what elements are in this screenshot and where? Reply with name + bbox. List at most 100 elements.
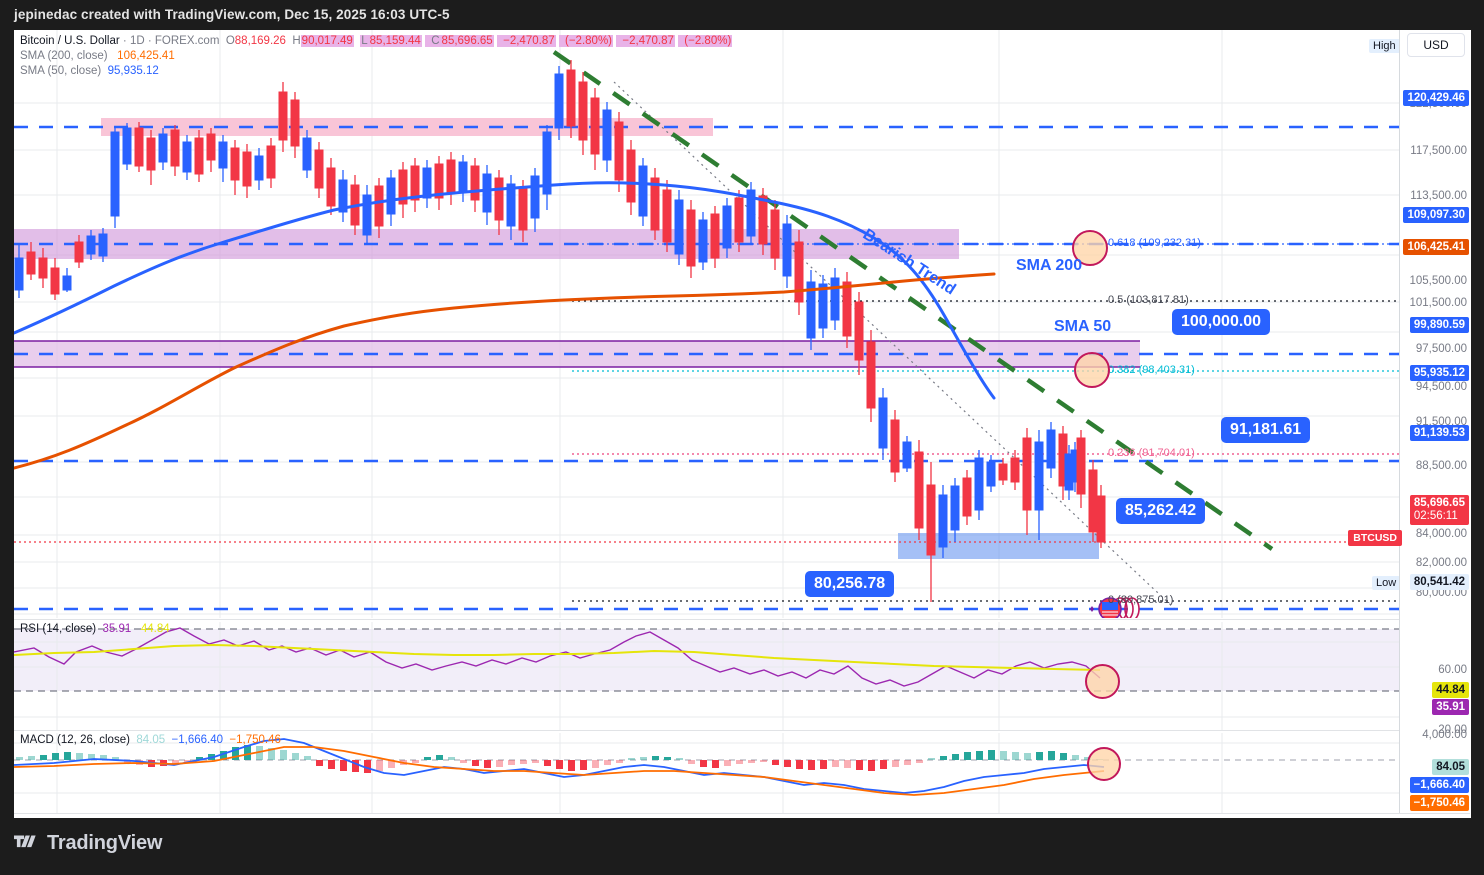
macd-tag-macd[interactable]: −1,666.40 (1409, 777, 1469, 793)
price-pill-80256[interactable]: 80,256.78 (805, 571, 895, 597)
sma50-value: 95,935.12 (107, 65, 159, 77)
sma200-annotation: SMA 200 (1016, 257, 1083, 274)
axis-tick-2: 113,500.00 (1410, 190, 1467, 202)
pane-divider-2 (14, 730, 1399, 731)
axis-tag-95935[interactable]: 95,935.12 (1409, 365, 1469, 381)
axis-tag-current[interactable]: 85,696.65 02:56:11 (1409, 495, 1469, 525)
legend-high-label: H (292, 35, 301, 47)
axis-tag-106425[interactable]: 106,425.41 (1403, 239, 1469, 255)
rsi-axis-tick-20: 20.00 (1438, 724, 1467, 736)
legend-change-pct: (−2.80%) (564, 35, 613, 47)
sma200-line (14, 272, 996, 470)
sma50-label[interactable]: SMA (50, close) (20, 65, 102, 77)
legend-interval[interactable]: 1D (129, 35, 145, 47)
sma50-line (14, 181, 996, 400)
axis-tick-11: 84,000.00 (1415, 528, 1467, 540)
axis-tag-109097[interactable]: 109,097.30 (1403, 207, 1469, 223)
axis-tag-91139[interactable]: 91,139.53 (1409, 425, 1469, 441)
watermark-bar: jepinedac created with TradingView.com, … (0, 0, 1484, 30)
legend-high-value: 90,017.49 (300, 35, 354, 47)
macd-signal-value: −1,750.46 (229, 734, 281, 746)
axis-tick-9: 88,500.00 (1415, 460, 1467, 472)
macd-label[interactable]: MACD (12, 26, close) (20, 734, 130, 746)
price-axis[interactable]: USD 122,500.00 117,500.00 113,500.00 109… (1399, 30, 1471, 818)
axis-tick-4: 105,500.00 (1409, 275, 1467, 287)
legend-change-pct-2: (−2.80%) (683, 35, 733, 47)
rsi-tag-value[interactable]: 35.91 (1432, 699, 1469, 715)
sma200-value: 106,425.41 (117, 50, 175, 62)
current-price-value: 85,696.65 (1413, 497, 1465, 509)
bearish-trendline (552, 50, 1274, 551)
chart-legend: Bitcoin / U.S. Dollar · 1D · FOREX.com O… (20, 34, 733, 79)
price-plot (14, 30, 1399, 618)
legend-ohlc-row: Bitcoin / U.S. Dollar · 1D · FOREX.com O… (20, 35, 733, 47)
rsi-value: 35.91 (102, 623, 132, 635)
legend-open-label: O (225, 35, 235, 47)
marker-circle-rsi (1085, 664, 1120, 699)
legend-close-value: 85,696.65 (440, 35, 494, 47)
macd-axis-tick-4000: 4,000.00 (1422, 729, 1467, 741)
rsi-label[interactable]: RSI (14, close) (20, 623, 97, 635)
rsi-tag-ma[interactable]: 44.84 (1432, 682, 1469, 698)
macd-line (14, 738, 1105, 794)
rsi-pane[interactable]: RSI (14, close) 35.91 44.84 (14, 622, 1399, 730)
currency-selector[interactable]: USD (1407, 33, 1465, 57)
price-pill-100000[interactable]: 100,000.00 (1172, 309, 1271, 335)
tradingview-logo-text: TradingView (47, 832, 163, 854)
axis-tag-120429[interactable]: 120,429.46 (1403, 90, 1469, 106)
current-symbol-tag: BTCUSD (1348, 530, 1402, 546)
fib-label-0618: 0.618 (109,232.31) (1108, 237, 1201, 249)
legend-symbol[interactable]: Bitcoin / U.S. Dollar (20, 35, 120, 47)
marker-circle-macd (1087, 747, 1121, 781)
candlestick-series (14, 60, 1106, 602)
low-marker-label: Low (1372, 576, 1399, 590)
legend-sma50-row: SMA (50, close) 95,935.12 (20, 64, 732, 79)
tradingview-logo-icon (14, 835, 36, 848)
watermark-text: jepinedac created with TradingView.com, … (14, 7, 450, 22)
axis-tick-6: 97,500.00 (1415, 343, 1467, 355)
economic-event-icon[interactable] (1086, 595, 1146, 618)
high-marker-label: High (1369, 39, 1399, 53)
macd-tag-hist[interactable]: 84.05 (1432, 759, 1469, 775)
rsi-plot (14, 622, 1399, 730)
axis-tick-13: 80,000.00 (1415, 587, 1467, 599)
macd-legend: MACD (12, 26, close) 84.05 −1,666.40 −1,… (20, 734, 281, 746)
fib-label-0382: 0.382 (98,403.31) (1108, 364, 1195, 376)
price-pane[interactable]: Bitcoin / U.S. Dollar · 1D · FOREX.com O… (14, 30, 1399, 618)
rsi-ma-line (14, 643, 1101, 671)
tradingview-logo[interactable]: TradingView (14, 832, 162, 855)
marker-circle-sma200 (1072, 230, 1108, 266)
axis-tag-99890[interactable]: 99,890.59 (1409, 317, 1469, 333)
axis-tag-low[interactable]: 80,541.42 (1409, 574, 1469, 590)
rsi-axis-tick-60: 60.00 (1438, 664, 1467, 676)
down-channel-line (613, 81, 1175, 609)
chart-stage[interactable]: Bitcoin / U.S. Dollar · 1D · FOREX.com O… (14, 30, 1471, 839)
macd-signal-line (14, 746, 1105, 796)
footer-bar: TradingView (0, 818, 1484, 875)
legend-change: −2,470.87 (502, 35, 556, 47)
macd-tag-signal[interactable]: −1,750.46 (1409, 795, 1469, 811)
price-pill-91181[interactable]: 91,181.61 (1221, 417, 1311, 443)
legend-open-value: 88,169.26 (234, 35, 286, 47)
sma50-annotation: SMA 50 (1054, 318, 1112, 335)
legend-exchange: FOREX.com (154, 35, 220, 47)
macd-pane[interactable]: MACD (12, 26, close) 84.05 −1,666.40 −1,… (14, 733, 1399, 813)
legend-sma200-row: SMA (200, close) 106,425.41 (20, 49, 732, 64)
price-pill-85262[interactable]: 85,262.42 (1116, 498, 1206, 524)
fib-label-0236: 0.236 (91,704.01) (1108, 447, 1195, 459)
current-countdown: 02:56:11 (1413, 510, 1458, 522)
pane-divider-1 (14, 619, 1399, 620)
macd-hist-value: 84.05 (136, 734, 166, 746)
axis-tick-12: 82,000.00 (1415, 557, 1467, 569)
legend-low-label: L (360, 35, 369, 47)
sma200-label[interactable]: SMA (200, close) (20, 50, 108, 62)
axis-tick-1: 117,500.00 (1410, 145, 1467, 157)
currency-label: USD (1423, 38, 1449, 52)
macd-value: −1,666.40 (171, 734, 224, 746)
fib-label-0: 0 (80,875.01) (1108, 594, 1174, 606)
legend-low-value: 85,159.44 (368, 35, 422, 47)
legend-close-label: C (430, 35, 441, 47)
rsi-ma-value: 44.84 (140, 623, 170, 635)
macd-plot (14, 733, 1399, 813)
